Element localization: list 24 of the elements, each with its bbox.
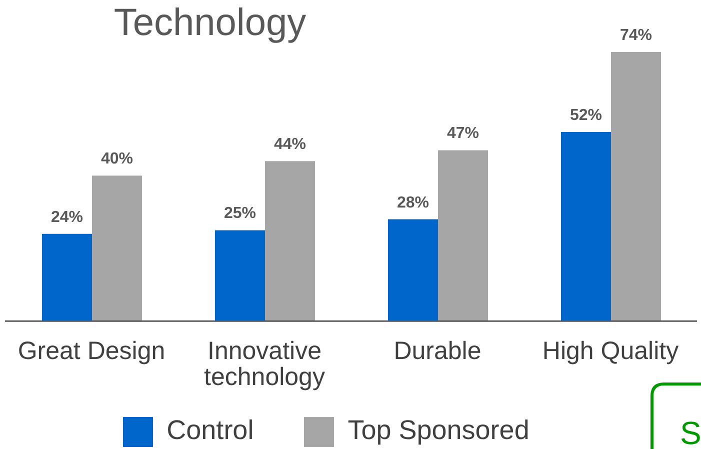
x-tick-label: Innovative technology [204, 337, 326, 392]
bar [265, 161, 315, 322]
data-label: 74% [620, 27, 652, 44]
bar [42, 234, 92, 322]
data-label: 28% [396, 194, 430, 212]
data-label: 24% [50, 208, 84, 226]
bar [611, 52, 661, 322]
text: S [680, 415, 701, 449]
legend-label: Top Sponsored [348, 415, 530, 446]
legend-label: Control [166, 415, 254, 446]
bar [215, 230, 265, 322]
bar [92, 176, 142, 322]
data-label: 25% [224, 205, 256, 222]
x-tick-label: Great Design [18, 337, 166, 366]
bar [561, 132, 611, 322]
data-label: 40% [100, 150, 134, 168]
x-tick-label: Durable [394, 337, 482, 366]
bar [438, 150, 488, 322]
x-tick-label: High Quality [542, 337, 680, 366]
data-label: 47% [446, 125, 480, 142]
bar [388, 219, 438, 322]
data-label: 44% [274, 136, 306, 154]
chart-title: Technology [112, 2, 308, 45]
data-label: 52% [570, 107, 602, 124]
